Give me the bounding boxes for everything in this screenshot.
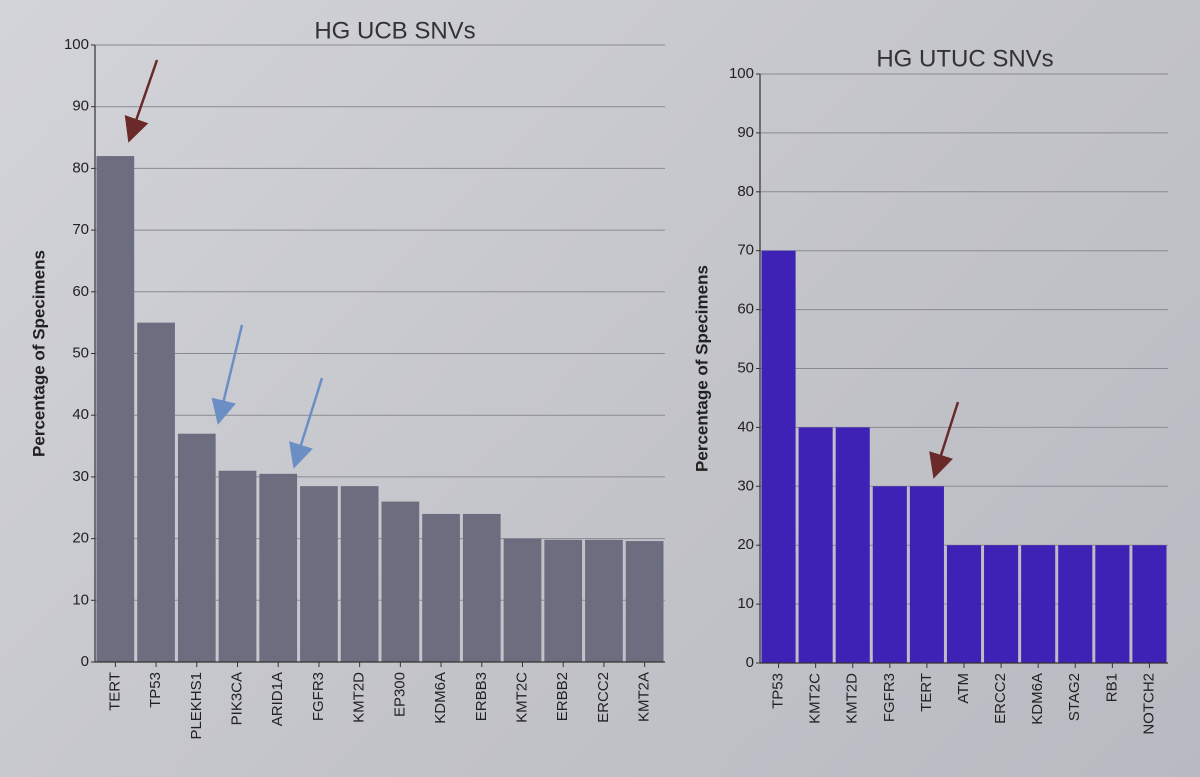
y-tick-label: 0 [81,653,89,670]
y-tick-label: 40 [737,418,754,435]
x-tick-label: ERCC2 [992,673,1009,724]
y-tick-label: 90 [72,98,89,115]
x-tick-label: STAG2 [1066,673,1083,721]
bar [177,433,216,662]
x-tick-label: KMT2A [636,672,653,722]
y-tick-label: 80 [72,159,89,176]
bar [259,473,298,662]
x-tick-label: KMT2C [807,673,824,724]
bar [1058,545,1093,663]
y-tick-label: 20 [737,536,754,553]
bar [462,513,501,662]
x-tick-label: NOTCH2 [1140,673,1157,735]
arrow [211,324,244,425]
bar [984,545,1019,663]
bar [218,470,257,662]
bar [340,486,379,662]
bar [872,486,907,663]
bar [761,250,796,663]
x-tick-label: TP53 [147,672,164,708]
chart-title: HG UTUC SNVs [876,45,1053,72]
y-tick-label: 70 [72,221,89,238]
y-tick-label: 0 [746,654,754,671]
y-tick-label: 60 [72,283,89,300]
x-tick-label: ERBB2 [554,672,571,721]
bar [909,486,944,663]
y-tick-label: 80 [737,183,754,200]
x-tick-label: EP300 [391,672,408,717]
x-tick-label: ATM [955,673,972,704]
x-tick-label: TERT [918,673,935,712]
x-tick-label: RB1 [1103,673,1120,702]
x-tick-label: KMT2C [513,672,530,723]
bar [946,545,982,663]
y-axis-label: Percentage of Specimens [692,265,711,472]
arrow [289,377,324,469]
y-tick-label: 20 [72,530,89,547]
x-tick-label: ARID1A [269,672,286,726]
x-tick-label: PIK3CA [228,672,245,725]
x-tick-label: KDM6A [432,672,449,724]
y-tick-label: 60 [737,301,754,318]
x-tick-label: KMT2D [351,672,368,723]
x-tick-label: FGFR3 [310,672,327,721]
y-axis-label: Percentage of Specimens [29,250,48,457]
y-tick-label: 50 [737,359,754,376]
x-tick-label: FGFR3 [881,673,898,722]
x-tick-label: ERBB3 [473,672,490,721]
y-tick-label: 10 [737,595,754,612]
bar [835,427,870,663]
bar [1021,545,1056,663]
bar [1132,545,1167,663]
bar [1095,545,1130,663]
y-tick-label: 10 [72,591,89,608]
x-tick-label: ERCC2 [595,672,612,723]
y-tick-label: 40 [72,406,89,423]
x-tick-label: PLEKHS1 [188,672,205,740]
x-tick-label: KMT2D [844,673,861,724]
bar [96,156,135,662]
y-tick-label: 100 [64,36,89,53]
arrow [929,401,960,479]
y-tick-label: 50 [72,344,89,361]
bar [544,539,583,662]
bar [585,539,623,662]
y-tick-label: 70 [737,242,754,259]
y-tick-label: 90 [737,124,754,141]
x-tick-label: KDM6A [1029,673,1046,725]
chart-title: HG UCB SNVs [314,17,475,44]
bar [300,486,338,662]
bar [798,427,833,663]
x-tick-label: TP53 [770,673,787,709]
x-tick-label: TERT [106,672,123,711]
y-tick-label: 100 [729,65,754,82]
y-tick-label: 30 [737,477,754,494]
bar [625,541,664,662]
bar [381,501,420,662]
bar [422,513,460,662]
y-tick-label: 30 [72,468,89,485]
bar [137,322,175,662]
arrow [124,59,159,143]
bar [503,538,542,662]
